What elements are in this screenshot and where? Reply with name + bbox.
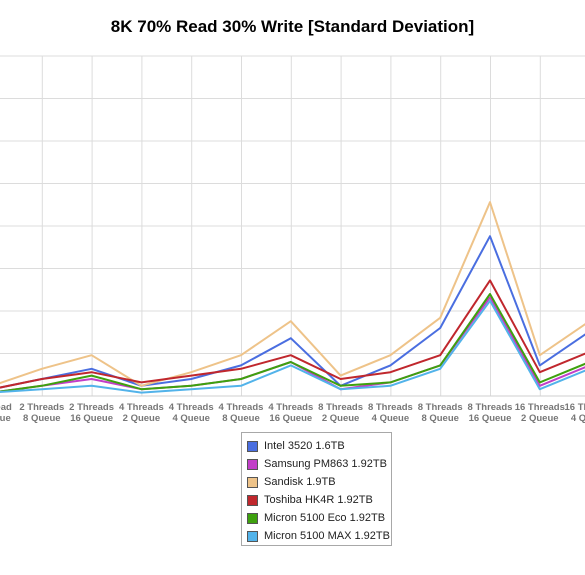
legend-item: Sandisk 1.9TB xyxy=(247,473,336,491)
x-tick-label: 16 Queue xyxy=(70,413,113,424)
x-tick-label: 1 Thread xyxy=(0,402,12,413)
series-line-5 xyxy=(0,299,585,394)
series-line-4 xyxy=(0,293,585,393)
legend-item: Micron 5100 MAX 1.92TB xyxy=(247,527,390,545)
legend-item: Intel 3520 1.6TB xyxy=(247,437,345,455)
legend-swatch xyxy=(247,440,258,452)
series-line-2 xyxy=(0,201,585,387)
x-tick-label: 8 Threads xyxy=(368,402,413,413)
series-line-3 xyxy=(0,279,585,389)
x-tick-label: 16 Threads xyxy=(565,402,585,413)
x-tick-label: 8 Queue xyxy=(222,413,260,424)
x-tick-label: 16 Queue xyxy=(469,413,512,424)
legend-swatch xyxy=(247,512,258,524)
legend-swatch xyxy=(247,494,258,506)
chart-title: 8K 70% Read 30% Write [Standard Deviatio… xyxy=(110,17,475,36)
legend-swatch xyxy=(247,476,258,488)
x-tick-label: 4 Threads xyxy=(169,402,214,413)
legend-label: Samsung PM863 1.92TB xyxy=(264,458,387,470)
legend-item: Toshiba HK4R 1.92TB xyxy=(247,491,373,509)
x-tick-label: 4 Queue xyxy=(571,413,585,424)
x-tick-label: 4 Threads xyxy=(268,402,313,413)
x-tick-label: 8 Threads xyxy=(318,402,363,413)
x-tick-label: 1 Queue xyxy=(0,413,11,424)
x-tick-label: 8 Queue xyxy=(23,413,61,424)
grid xyxy=(0,55,585,397)
series-line-0 xyxy=(0,235,585,389)
legend-label: Micron 5100 Eco 1.92TB xyxy=(264,512,386,524)
x-tick-label: 16 Queue xyxy=(269,413,312,424)
legend: Intel 3520 1.6TB Samsung PM863 1.92TB Sand… xyxy=(241,432,392,546)
x-tick-label: 4 Queue xyxy=(372,413,410,424)
legend-label: Toshiba HK4R 1.92TB xyxy=(264,494,373,506)
x-tick-label: 16 Threads xyxy=(515,402,565,413)
x-tick-label: 2 Queue xyxy=(322,413,360,424)
x-tick-label: 8 Threads xyxy=(468,402,513,413)
x-tick-label: 4 Queue xyxy=(172,413,210,424)
x-tick-label: 2 Threads xyxy=(69,402,114,413)
legend-item: Micron 5100 Eco 1.92TB xyxy=(247,509,385,527)
x-tick-label: 2 Queue xyxy=(123,413,161,424)
x-tick-label: 4 Threads xyxy=(119,402,164,413)
x-tick-label: 8 Threads xyxy=(418,402,463,413)
legend-item: Samsung PM863 1.92TB xyxy=(247,455,387,473)
legend-swatch xyxy=(247,530,258,542)
x-tick-label: 4 Threads xyxy=(219,402,264,413)
legend-label: Micron 5100 MAX 1.92TB xyxy=(264,530,390,542)
legend-label: Intel 3520 1.6TB xyxy=(264,440,345,452)
series-lines xyxy=(0,201,585,394)
legend-swatch xyxy=(247,458,258,470)
x-tick-label: 2 Queue xyxy=(521,413,559,424)
x-tick-label: 2 Threads xyxy=(19,402,64,413)
legend-label: Sandisk 1.9TB xyxy=(264,476,336,488)
x-tick-label: 8 Queue xyxy=(421,413,459,424)
